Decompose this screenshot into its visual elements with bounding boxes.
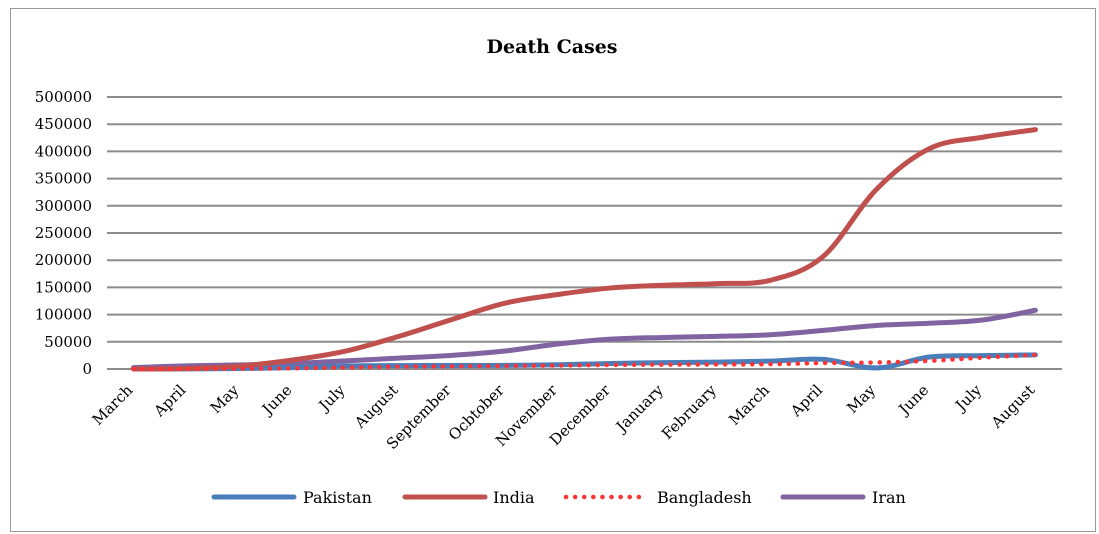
x-tick-label: May bbox=[207, 381, 243, 417]
x-tick-label: August bbox=[350, 381, 401, 432]
x-tick-label: June bbox=[894, 381, 932, 419]
legend-label: Iran bbox=[872, 488, 906, 507]
legend: Pakistan India Bangladesh Iran bbox=[211, 488, 906, 507]
chart-frame bbox=[10, 8, 1096, 532]
y-tick-label: 450000 bbox=[35, 115, 92, 133]
x-tick-label: August bbox=[987, 381, 1038, 432]
x-tick-label: February bbox=[658, 381, 720, 443]
y-tick-label: 300000 bbox=[35, 197, 92, 215]
x-tick-label: June bbox=[257, 381, 295, 419]
x-tick-label: May bbox=[843, 381, 879, 417]
x-axis-ticks: March April May June July AugustSeptemberOcbt… bbox=[89, 381, 1039, 453]
y-tick-label: 50000 bbox=[44, 333, 92, 351]
series-line-iran bbox=[131, 307, 1038, 371]
x-tick-label: April bbox=[786, 381, 826, 421]
y-tick-label: 400000 bbox=[35, 142, 92, 160]
y-tick-label: 0 bbox=[82, 360, 92, 378]
x-tick-label: March bbox=[725, 381, 773, 429]
series-line-bangladesh bbox=[131, 352, 1038, 372]
legend-label: Bangladesh bbox=[657, 488, 752, 507]
x-tick-label: July bbox=[951, 381, 986, 416]
series-lines bbox=[131, 127, 1038, 372]
legend-label: India bbox=[493, 488, 535, 507]
y-tick-label: 250000 bbox=[35, 224, 92, 242]
series-line-india bbox=[131, 127, 1038, 372]
x-tick-label: March bbox=[89, 381, 137, 429]
x-tick-label: April bbox=[150, 381, 190, 421]
y-tick-label: 150000 bbox=[35, 278, 92, 296]
legend-label: Pakistan bbox=[303, 488, 372, 507]
y-axis-ticks: 0 50000 100000 150000 200000 250000 300000 3500… bbox=[35, 88, 92, 378]
y-tick-label: 350000 bbox=[35, 170, 92, 188]
y-tick-label: 200000 bbox=[35, 251, 92, 269]
y-tick-label: 100000 bbox=[35, 306, 92, 324]
chart-title: Death Cases bbox=[487, 36, 618, 58]
x-tick-label: July bbox=[314, 381, 349, 416]
grid-lines bbox=[107, 96, 1062, 370]
y-tick-label: 500000 bbox=[35, 88, 92, 106]
